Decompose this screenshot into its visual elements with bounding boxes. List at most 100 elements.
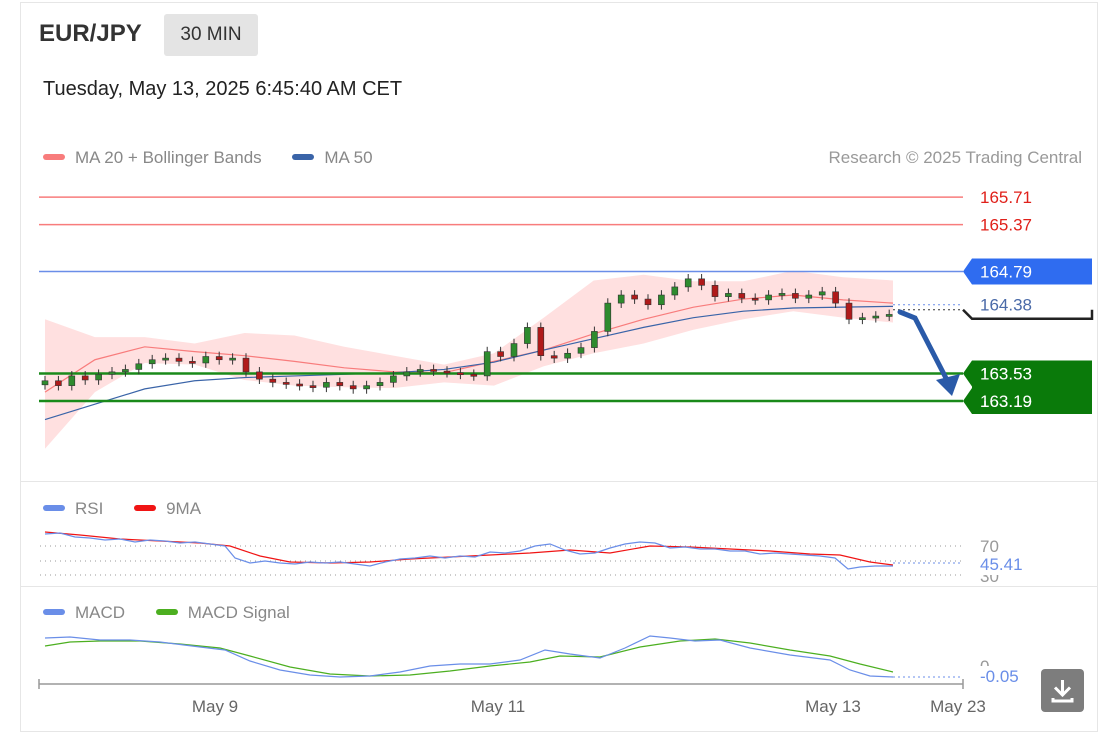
- candle: [403, 371, 411, 377]
- panel-divider: [20, 586, 1098, 587]
- legend-9ma: 9MA: [134, 499, 201, 519]
- candle: [631, 294, 638, 300]
- candle: [698, 278, 705, 286]
- candle: [684, 278, 692, 288]
- candle: [162, 357, 169, 361]
- candle: [108, 371, 116, 375]
- bollinger-band: [45, 270, 893, 449]
- candle: [765, 294, 772, 301]
- candle: [832, 291, 839, 304]
- candle: [604, 302, 612, 332]
- candle: [376, 382, 384, 386]
- level-label: 165.37: [980, 216, 1032, 235]
- level-label: 165.71: [980, 188, 1032, 207]
- candle: [778, 293, 786, 296]
- legend-rsi: RSI: [43, 499, 103, 519]
- level-label: 163.19: [980, 392, 1032, 411]
- candle: [483, 351, 491, 377]
- candle: [591, 331, 598, 348]
- candle: [818, 291, 826, 296]
- candle: [497, 351, 504, 357]
- main-legend: MA 20 + Bollinger Bands MA 50: [43, 148, 399, 168]
- credit-text: Research © 2025 Trading Central: [828, 148, 1083, 167]
- candle: [725, 293, 732, 297]
- candle: [885, 314, 893, 317]
- candle: [564, 352, 571, 359]
- x-tick-label: May 11: [471, 697, 526, 716]
- candle: [524, 327, 531, 344]
- symbol-title: EUR/JPY: [39, 20, 142, 47]
- candle: [859, 317, 866, 320]
- candle: [805, 294, 813, 299]
- rsi-70-label: 70: [980, 537, 999, 556]
- x-tick-label: May 13: [805, 697, 861, 716]
- candle: [470, 374, 478, 377]
- rsi-legend: RSI 9MA: [43, 499, 227, 519]
- candle: [269, 378, 277, 383]
- candle: [41, 380, 49, 386]
- candle: [845, 302, 853, 320]
- candle: [95, 374, 102, 381]
- candle: [256, 371, 263, 380]
- candle: [229, 357, 236, 361]
- macd-last-label: -0.05: [980, 667, 1019, 686]
- candle: [617, 294, 625, 304]
- candle: [336, 382, 344, 386]
- rsi-last-label: 45.41: [980, 555, 1023, 574]
- download-button[interactable]: [1041, 669, 1084, 712]
- candle: [658, 294, 665, 306]
- candle: [349, 385, 357, 390]
- candle: [323, 382, 330, 388]
- candle: [296, 383, 303, 387]
- candle: [215, 356, 223, 361]
- candle: [81, 375, 89, 381]
- legend-macd-signal: MACD Signal: [155, 603, 290, 623]
- chart-card: [20, 2, 1098, 732]
- candle: [550, 355, 558, 359]
- candle: [671, 286, 679, 296]
- candle: [792, 293, 799, 299]
- last-price-bracket: [962, 308, 1094, 320]
- panel-divider: [20, 481, 1098, 482]
- level-label: 163.53: [980, 364, 1032, 383]
- candle: [122, 369, 129, 373]
- legend-ma50: MA 50: [292, 148, 373, 168]
- candle: [443, 370, 451, 374]
- macd-signal-line: [44, 638, 894, 677]
- candle: [537, 327, 545, 356]
- x-tick-label: May 23: [930, 697, 986, 716]
- candle: [242, 357, 250, 373]
- candle: [872, 315, 880, 319]
- candle: [738, 293, 746, 299]
- candle: [644, 298, 652, 306]
- candle: [430, 369, 437, 372]
- timeframe-badge[interactable]: 30 MIN: [164, 14, 258, 56]
- candle: [189, 361, 196, 364]
- candle: [282, 382, 290, 385]
- macd-legend: MACD MACD Signal: [43, 603, 316, 623]
- ma50-line: [44, 305, 894, 421]
- candle: [711, 285, 719, 297]
- candle: [751, 297, 759, 301]
- rsi-line: [44, 532, 893, 570]
- candle: [202, 356, 210, 364]
- candle: [416, 369, 424, 373]
- macd-line: [44, 635, 894, 678]
- chart-datetime: Tuesday, May 13, 2025 6:45:40 AM CET: [43, 78, 403, 100]
- candle: [68, 375, 76, 386]
- forecast-arrow-head: [936, 374, 960, 396]
- candle: [457, 372, 464, 375]
- candle: [577, 347, 585, 354]
- candle: [135, 363, 143, 370]
- ma20-line: [44, 294, 894, 393]
- candle: [390, 375, 397, 383]
- download-icon: [1051, 680, 1074, 703]
- legend-macd: MACD: [43, 603, 125, 623]
- rsi-9ma-line: [44, 531, 894, 566]
- x-tick-label: May 9: [192, 697, 238, 716]
- legend-ma20: MA 20 + Bollinger Bands: [43, 148, 262, 168]
- candle: [148, 359, 156, 365]
- level-tag: [963, 258, 1092, 285]
- candle: [175, 357, 183, 362]
